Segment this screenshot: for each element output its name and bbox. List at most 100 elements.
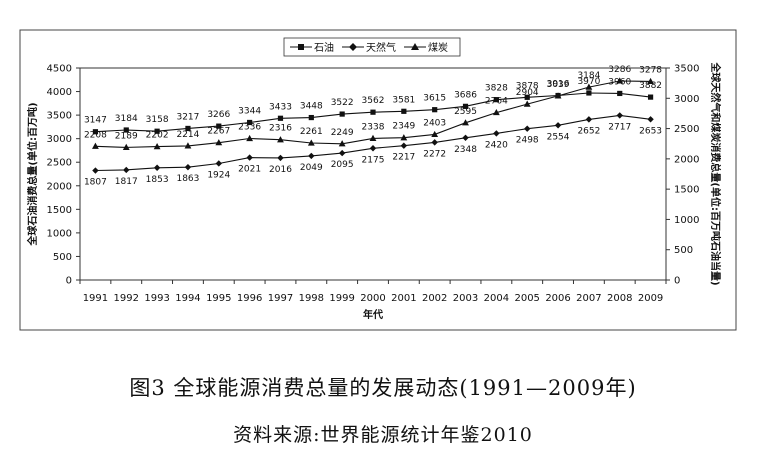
data-label-gas: 2175 — [362, 155, 385, 165]
x-tick-label: 1992 — [114, 293, 139, 304]
data-point-oil — [617, 90, 623, 97]
data-point-oil — [647, 94, 654, 100]
data-label-gas: 2217 — [392, 153, 415, 163]
series-markers — [92, 77, 654, 174]
data-point-oil — [462, 103, 469, 109]
data-label-gas: 1863 — [176, 174, 199, 184]
y-right-tick-label: 1000 — [674, 215, 699, 226]
data-point-gas — [153, 164, 161, 171]
data-label-oil: 3878 — [516, 81, 539, 91]
x-tick-label: 2002 — [422, 293, 447, 304]
data-point-gas — [524, 125, 531, 132]
data-label-coal: 2261 — [300, 127, 323, 137]
x-tick-label: 2009 — [638, 293, 663, 304]
y-left-tick-label: 2500 — [47, 158, 72, 169]
y-axis-right-title: 全球天然气和煤炭消费总量(单位:百万吨石油当量) — [709, 61, 722, 285]
x-tick-label: 1993 — [144, 293, 169, 304]
data-label-oil: 3562 — [362, 96, 385, 106]
data-point-oil — [524, 94, 530, 100]
legend-marker-gas — [349, 43, 357, 51]
data-label-coal: 2338 — [362, 122, 385, 132]
legend-marker-coal — [411, 43, 419, 50]
y-left-tick-label: 3500 — [47, 111, 72, 122]
data-label-gas: 2272 — [423, 149, 446, 159]
data-label-coal: 3184 — [577, 71, 600, 81]
data-point-coal — [462, 119, 469, 126]
data-point-gas — [123, 166, 130, 174]
data-point-coal — [523, 100, 531, 107]
data-label-gas: 2420 — [485, 140, 508, 150]
data-label-oil: 3158 — [146, 115, 169, 125]
data-label-gas: 1853 — [146, 175, 169, 185]
data-point-oil — [185, 125, 191, 132]
data-point-coal — [647, 77, 654, 85]
data-point-gas — [616, 112, 623, 119]
data-point-gas — [338, 149, 346, 157]
data-label-oil: 3615 — [423, 94, 446, 104]
data-label-coal: 2267 — [207, 127, 230, 137]
y-axis-left-title: 全球石油消费总量(单位:百万吨) — [26, 102, 39, 246]
legend-label-oil: 石油 — [314, 41, 334, 54]
data-point-oil — [123, 127, 129, 133]
x-tick-label: 2005 — [514, 293, 539, 304]
data-label-coal: 2189 — [115, 131, 138, 141]
data-label-gas: 2021 — [238, 165, 261, 175]
legend: 石油 天然气 煤炭 — [283, 37, 461, 57]
data-point-coal — [369, 134, 377, 141]
x-axis: 1991 1992 1993 1994 1995 1996 1997 1998 1999 2000… — [79, 280, 667, 304]
x-tick-label: 2001 — [391, 293, 416, 304]
data-label-oil: 3882 — [639, 81, 662, 91]
x-tick-label: 2006 — [545, 293, 570, 304]
y-right-tick-label: 500 — [674, 245, 693, 256]
data-label-oil: 3916 — [547, 80, 570, 90]
y-left-tick-label: 4500 — [47, 64, 72, 75]
data-point-coal — [554, 92, 562, 99]
y-axis-right: 0 500 1000 1500 2000 2500 3000 3500 — [666, 64, 699, 287]
data-point-oil — [92, 129, 99, 135]
data-label-coal: 3286 — [608, 65, 631, 75]
data-label-coal: 3039 — [547, 80, 570, 90]
x-tick-label: 1996 — [237, 293, 262, 304]
x-tick-label: 1994 — [175, 293, 200, 304]
x-tick-label: 1995 — [206, 293, 231, 304]
data-point-gas — [493, 130, 500, 137]
y-left-tick-label: 1500 — [47, 205, 72, 216]
data-label-coal: 2403 — [423, 118, 446, 128]
y-right-tick-label: 3500 — [674, 64, 699, 75]
data-point-gas — [215, 160, 222, 167]
x-tick-label: 2007 — [576, 293, 601, 304]
data-point-oil — [247, 119, 253, 126]
legend-label-gas: 天然气 — [366, 41, 396, 54]
data-point-oil — [216, 123, 222, 129]
data-label-coal: 2904 — [516, 88, 539, 98]
data-point-oil — [339, 111, 345, 117]
y-axis-left: 0 500 1000 1500 2000 2500 3000 3500 4000 4500 — [47, 64, 80, 287]
data-label-oil: 3184 — [115, 114, 138, 124]
x-tick-label: 2008 — [607, 293, 632, 304]
data-point-oil — [370, 109, 376, 115]
data-point-gas — [277, 154, 284, 162]
y-right-tick-label: 2500 — [674, 124, 699, 135]
data-label-gas: 1807 — [84, 178, 107, 188]
data-label-coal: 2316 — [269, 124, 292, 134]
x-tick-label: 2000 — [360, 293, 385, 304]
data-point-gas — [184, 163, 192, 171]
data-labels: 3147 3184 3158 3217 3266 3344 3433 3448 3522 3562… — [84, 65, 662, 188]
x-tick-label: 1997 — [268, 293, 293, 304]
x-tick-label: 2004 — [484, 293, 509, 304]
data-label-gas: 2049 — [300, 163, 323, 173]
data-label-gas: 2016 — [269, 165, 292, 175]
data-point-coal — [92, 142, 99, 149]
data-point-oil — [401, 108, 407, 114]
y-right-tick-label: 3000 — [674, 94, 699, 105]
data-point-coal — [153, 143, 161, 150]
data-point-gas — [92, 167, 99, 174]
data-point-coal — [616, 77, 624, 84]
data-point-oil — [493, 97, 499, 103]
data-label-oil: 3522 — [331, 98, 354, 108]
data-point-coal — [122, 143, 130, 151]
data-point-gas — [246, 154, 253, 161]
data-label-gas: 2652 — [577, 126, 600, 136]
y-left-tick-label: 1000 — [47, 228, 72, 239]
